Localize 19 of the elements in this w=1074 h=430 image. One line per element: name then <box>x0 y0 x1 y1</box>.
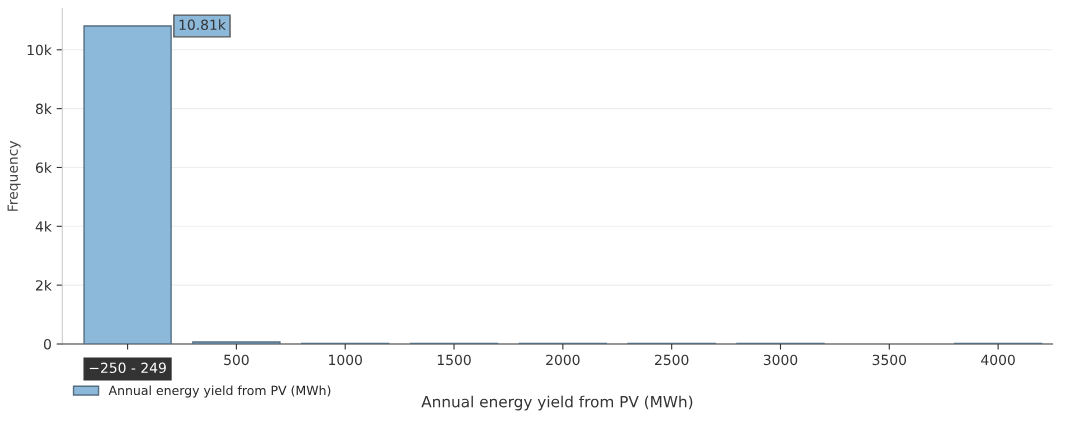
x-tick-label: 3500 <box>872 354 907 366</box>
y-tick-label: 2k <box>36 279 52 291</box>
y-tick-label: 6k <box>35 162 52 173</box>
y-axis-title: Frequency <box>7 140 21 211</box>
x-tick-label: 500 <box>224 354 249 366</box>
annotation: 10.81k <box>179 19 226 30</box>
x-axis-title: Annual energy yield from PV (MWh) <box>421 395 693 411</box>
y-tick-label: 10k <box>27 44 52 56</box>
x-tick-label: 4000 <box>981 354 1015 366</box>
legend-label: Annual energy yield from PV (MWh) <box>108 385 331 398</box>
y-tick-label: 4k <box>35 221 52 232</box>
x-tick-label: 2500 <box>655 354 689 366</box>
annotation: −250 - 249 <box>89 362 166 374</box>
x-tick-label: 1500 <box>437 354 471 366</box>
y-tick-label: 8k <box>35 103 52 115</box>
x-tick-label: 2000 <box>546 354 580 366</box>
y-tick-label: 0 <box>43 338 51 350</box>
x-tick-label: 3000 <box>763 354 798 366</box>
x-tick-label: 1000 <box>329 354 362 366</box>
